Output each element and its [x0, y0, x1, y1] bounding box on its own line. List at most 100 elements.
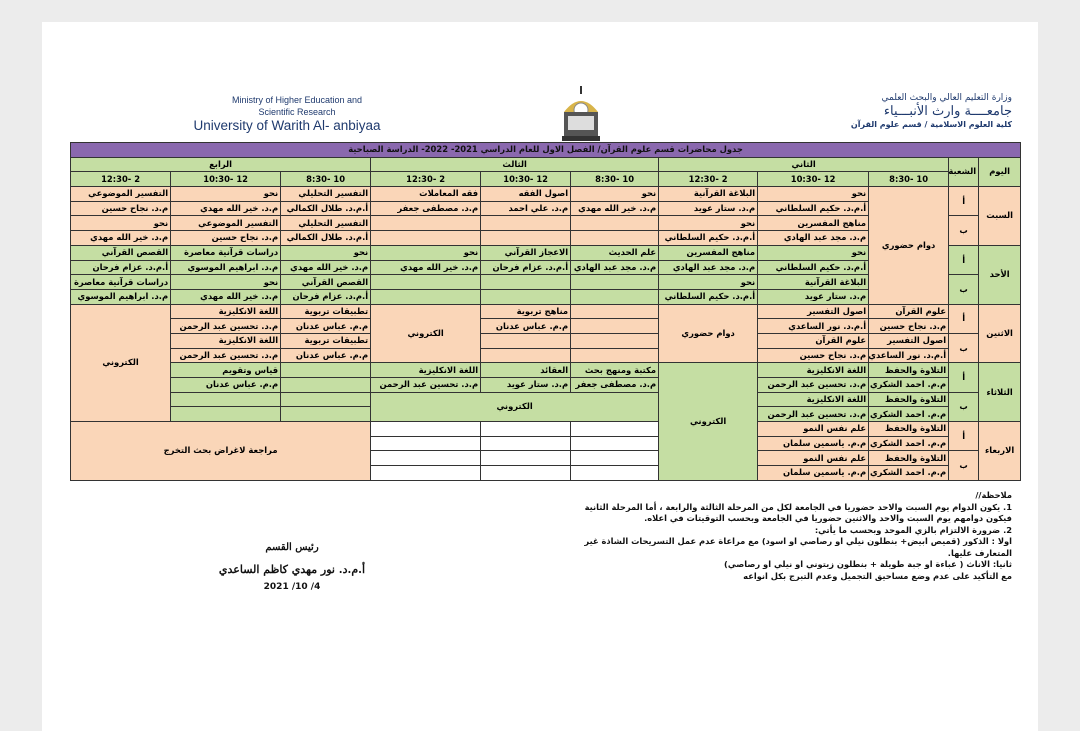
instructor-cell: أ.م.د. عزام فرحان	[69, 259, 172, 276]
year-header: الثالث	[370, 156, 660, 173]
course-name-cell	[370, 421, 482, 437]
instructor-cell: م.د. مصطفى جعفر	[370, 200, 482, 217]
instructor-cell: م.م. عباس عدنان	[280, 347, 372, 364]
instructor-cell: م.د. خير الله مهدي	[170, 200, 282, 217]
notes-section: ملاحظة// 1. يكون الدوام يوم السبت والاحد…	[582, 490, 1012, 582]
instructor-cell	[570, 318, 660, 334]
instructor-cell	[480, 347, 572, 364]
course-name-cell	[370, 215, 482, 232]
section-column-header: الشعبة	[948, 156, 980, 188]
instructor-cell	[280, 406, 372, 423]
university-ar: جامعــــة وارث الأنبـــياء	[883, 104, 1012, 119]
instructor-cell: م.د. مصطفى جعفر	[570, 377, 660, 393]
instructor-cell	[370, 288, 482, 305]
instructor-cell: م.م. عباس عدنان	[280, 318, 372, 334]
time-slot-header: 2 -12:30	[69, 171, 172, 188]
instructor-cell	[570, 230, 660, 246]
course-name-cell: البلاغة القرآنية	[658, 186, 759, 202]
course-name-cell: علم الحديث	[570, 244, 660, 261]
instructor-cell: م.د. نجاح حسين	[170, 230, 282, 246]
instructor-cell: أ.م.د. نور الساعدي	[757, 318, 870, 334]
note-line: 2. ضرورة الالتزام بالزي الموحد وبحسب ما …	[814, 524, 1012, 535]
course-name-cell	[480, 215, 572, 232]
course-name-cell: نحو	[757, 186, 870, 202]
instructor-cell: أ.م.د. طلال الكمالي	[280, 200, 372, 217]
section-label: ب	[948, 450, 980, 481]
instructor-cell: م.د. خير الله مهدي	[170, 288, 282, 305]
instructor-cell: م.د. ابراهيم الموسوي	[69, 288, 172, 305]
merged-session-cell: دوام حضوري	[868, 186, 950, 305]
university-en: University of Warith Al- anbiyaa	[193, 118, 381, 133]
schedule-row: م.د. نجاح حسين أ.م.د. نور الساعدي م.م. عبا…	[71, 318, 1021, 334]
course-name-cell: القصص القرآني	[69, 244, 172, 261]
course-name-cell: علم نفس النمو	[757, 450, 870, 467]
instructor-cell	[170, 406, 282, 423]
instructor-cell: م.د. مجد عبد الهادي	[757, 230, 870, 246]
course-name-cell: اللغة الانكليزية	[370, 362, 482, 378]
instructor-cell: أ.م.د. حكيم السلطاني	[658, 230, 759, 246]
course-name-cell	[570, 274, 660, 290]
course-name-cell: التلاوة والحفظ	[868, 362, 950, 378]
schedule-row: ب البلاغة القرآنية نحو القصص القرآني نحو دراس…	[69, 274, 1021, 305]
signature-date: 2021 /10 /4	[263, 582, 321, 592]
section-label: أ	[948, 303, 980, 334]
time-slot-header: 12 -10:30	[757, 171, 870, 188]
instructor-cell: أ.م.د. عزام فرحان	[480, 259, 572, 276]
time-slot-header: 10 -8:30	[868, 171, 950, 188]
merged-session-cell: الكتروني	[658, 362, 759, 481]
merged-session-cell: الكتروني	[69, 303, 172, 423]
course-name-cell: تطبيقات تربوية	[280, 332, 372, 349]
instructor-cell: م.د. ابراهيم الموسوي	[170, 259, 282, 276]
course-name-cell: الاعجاز القرآني	[480, 244, 572, 261]
instructor-cell: م.م. احمد الشكري	[868, 465, 950, 481]
instructor-cell	[570, 465, 660, 481]
instructor-cell: أ.م.د. حكيم السلطاني	[757, 259, 870, 276]
instructor-cell	[570, 288, 660, 305]
course-name-cell	[480, 332, 572, 349]
arabic-header: وزارة التعليم العالي والبحث العلمي جامعـ…	[762, 92, 1012, 131]
instructor-cell	[480, 465, 572, 481]
course-name-cell: اللغة الانكليزية	[170, 332, 282, 349]
course-name-cell: نحو	[658, 215, 759, 232]
schedule-row: ب التلاوة والحفظ اللغة الانكليزية الكتروني	[71, 391, 1021, 423]
schedule-row: م.د. ستار عويد أ.م.د. حكيم السلطاني أ.م.د.…	[69, 288, 1021, 305]
schedule-row: الاربعاء أ التلاوة والحفظ علم نفس النمو مراج…	[69, 421, 1022, 481]
instructor-cell: م.د. تحسين عبد الرحمن	[170, 347, 282, 364]
english-header: Ministry of Higher Education and Scienti…	[193, 94, 392, 134]
year-header: الثاني	[658, 156, 950, 173]
instructor-cell: أ.م.د. حكيم السلطاني	[658, 288, 759, 305]
time-slot-header: 12 -10:30	[480, 171, 572, 188]
day-name: الاربعاء	[978, 421, 1022, 481]
instructor-cell: م.د. خير الله مهدي	[370, 259, 482, 276]
instructor-cell: م.م. احمد الشكري	[868, 377, 950, 393]
schedule-row: م.م. احمد الشكري م.م. ياسمين سلمان	[71, 465, 1021, 481]
instructor-cell: م.د. ستار عويد	[757, 288, 870, 305]
course-name-cell: التفسير التحليلي	[280, 186, 372, 202]
schedule-row: ب اصول التفسير علوم القرآن تطبيقات تربوية ال…	[71, 332, 1021, 364]
section-label: ب	[948, 215, 980, 246]
schedule-row: م.م. احمد الشكري م.د. تحسين عبد الرحمن م.د…	[71, 377, 1021, 393]
course-name-cell: العقائد	[480, 362, 572, 378]
day-name: السبت	[978, 186, 1022, 246]
schedule-row: أ.م.د. حكيم السلطاني م.د. مجد عبد الهادي م…	[69, 259, 1021, 276]
course-name-cell: التلاوة والحفظ	[868, 391, 950, 408]
section-label: ب	[948, 274, 980, 305]
schedule-row: م.م. احمد الشكري م.م. ياسمين سلمان	[71, 435, 1021, 452]
course-name-cell	[570, 215, 660, 232]
schedule-row: ب التلاوة والحفظ علم نفس النمو	[71, 450, 1021, 481]
course-name-cell	[570, 332, 660, 349]
time-slot-header: 10 -8:30	[570, 171, 660, 188]
instructor-cell: م.د. علي احمد	[480, 200, 572, 217]
section-label: أ	[948, 362, 980, 393]
course-name-cell: علم نفس النمو	[757, 421, 870, 437]
time-slot-header: 2 -12:30	[658, 171, 759, 188]
instructor-cell: م.د. نجاح حسين	[757, 347, 870, 364]
course-name-cell: البلاغة القرآنية	[757, 274, 870, 290]
instructor-cell: م.د. تحسين عبد الرحمن	[370, 377, 482, 393]
course-name-cell: مناهج المفسرين	[658, 244, 759, 261]
course-name-cell	[480, 450, 572, 467]
course-name-cell: قياس وتقويم	[170, 362, 282, 378]
note-line: مع التأكيد على عدم وضع مساحيق التجميل وع…	[743, 570, 1012, 581]
course-name-cell	[370, 274, 482, 290]
instructor-cell: م.د. خير الله مهدي	[280, 259, 372, 276]
